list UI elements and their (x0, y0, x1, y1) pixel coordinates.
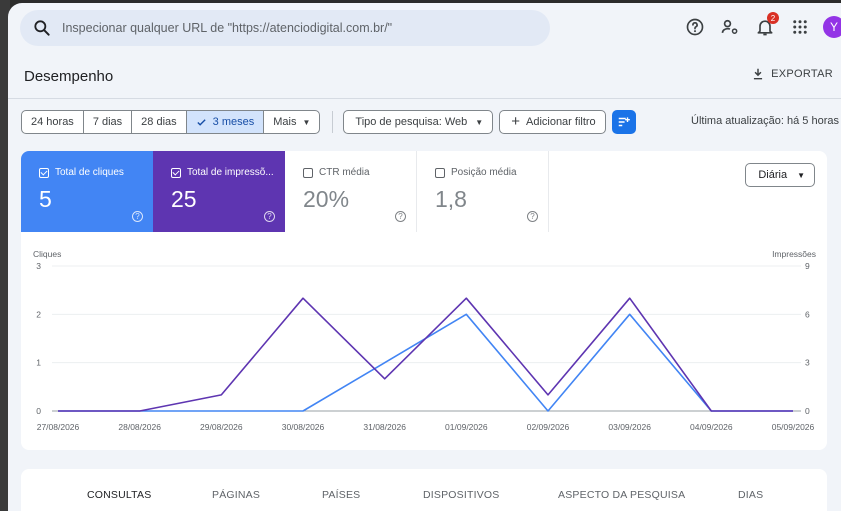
metric-total-impressions[interactable]: Total de impressõ... 25 ? (153, 151, 285, 232)
y-right-tick-label: 3 (805, 358, 810, 368)
help-icon[interactable]: ? (132, 211, 143, 222)
dropdown-arrow-icon: ▼ (302, 117, 311, 127)
help-icon[interactable]: ? (264, 211, 275, 222)
date-range-3m[interactable]: 3 meses (186, 111, 265, 133)
report-tabs: CONSULTAS PÁGINAS PAÍSES DISPOSITIVOS AS… (21, 469, 827, 511)
y-left-axis-label: Cliques (33, 249, 61, 259)
metric-average-ctr[interactable]: CTR média 20% ? (285, 151, 417, 232)
apps-grid-icon[interactable] (788, 15, 812, 39)
tab-dias[interactable]: DIAS (738, 489, 764, 501)
x-tick-label: 29/08/2026 (200, 422, 243, 432)
y-right-tick-label: 0 (805, 406, 810, 416)
x-tick-label: 01/09/2026 (445, 422, 488, 432)
export-button[interactable]: EXPORTAR (751, 67, 833, 81)
x-tick-label: 02/09/2026 (527, 422, 570, 432)
last-update-text: Última atualização: há 5 horas (691, 115, 839, 127)
notifications-icon[interactable]: 2 (753, 12, 779, 39)
metric-label: Posição média (451, 167, 517, 178)
date-range-more[interactable]: Mais ▼ (264, 111, 319, 133)
series-line-impressões (58, 297, 793, 412)
x-tick-label: 03/09/2026 (608, 422, 651, 432)
date-range-label: 7 dias (92, 116, 123, 128)
checkbox-icon[interactable] (39, 167, 49, 178)
date-range-label: 28 dias (141, 116, 177, 128)
filter-icon (618, 117, 630, 127)
checkbox-icon[interactable] (303, 167, 313, 178)
url-inspection-search[interactable]: Inspecionar qualquer URL de "https://ate… (20, 10, 550, 46)
x-tick-label: 04/09/2026 (690, 422, 733, 432)
y-left-tick-label: 1 (36, 358, 41, 368)
header-actions: 2 Y (683, 12, 841, 39)
y-right-tick-label: 9 (805, 261, 810, 271)
tab-paginas[interactable]: PÁGINAS (212, 489, 261, 501)
title-row: Desempenho EXPORTAR (8, 55, 841, 99)
date-range-7d[interactable]: 7 dias (84, 111, 133, 133)
performance-line-chart: Cliques Impressões 0 1 2 3 0 3 6 9 27/08/2026 28/08… (33, 249, 816, 432)
search-console-window: Inspecionar qualquer URL de "https://ate… (8, 3, 841, 511)
x-tick-label: 27/08/2026 (37, 422, 80, 432)
x-tick-label: 05/09/2026 (772, 422, 815, 432)
date-range-28d[interactable]: 28 dias (132, 111, 187, 133)
metric-value: 5 (39, 186, 52, 212)
tab-consultas[interactable]: CONSULTAS (87, 489, 152, 501)
add-filter-button[interactable]: + Adicionar filtro (499, 110, 606, 134)
metric-average-position[interactable]: Posição média 1,8 ? (417, 151, 549, 232)
metric-value: 20% (303, 186, 350, 212)
y-left-tick-label: 0 (36, 406, 41, 416)
x-tick-label: 30/08/2026 (282, 422, 325, 432)
manage-users-icon[interactable] (718, 15, 742, 39)
tab-dispositivos[interactable]: DISPOSITIVOS (423, 489, 500, 501)
metric-value: 25 (171, 186, 197, 212)
help-icon[interactable]: ? (527, 211, 538, 222)
dropdown-arrow-icon: ▼ (797, 170, 805, 180)
checkbox-icon[interactable] (435, 167, 445, 178)
help-icon[interactable]: ? (395, 211, 406, 222)
search-type-dropdown[interactable]: Tipo de pesquisa: Web ▼ (343, 110, 494, 134)
tab-paises[interactable]: PAÍSES (322, 489, 361, 501)
date-range-label: Mais (273, 116, 297, 128)
x-tick-label: 31/08/2026 (363, 422, 406, 432)
add-filter-label: Adicionar filtro (525, 116, 596, 128)
granularity-label: Diária (758, 169, 788, 181)
help-icon[interactable] (683, 15, 707, 39)
y-right-tick-label: 6 (805, 309, 810, 319)
performance-chart-card: Total de cliques 5 ? Total de impressõ..… (21, 151, 827, 450)
export-label: EXPORTAR (771, 68, 833, 80)
search-type-label: Tipo de pesquisa: Web (355, 116, 468, 128)
filter-bar: 24 horas 7 dias 28 dias 3 meses Mais ▼ Ti… (21, 110, 636, 134)
filter-options-button[interactable] (611, 110, 636, 134)
y-right-axis-label: Impressões (772, 249, 816, 259)
page-title: Desempenho (24, 68, 114, 85)
notification-count-badge: 2 (767, 12, 779, 24)
top-bar: Inspecionar qualquer URL de "https://ate… (8, 3, 841, 55)
search-placeholder: Inspecionar qualquer URL de "https://ate… (62, 21, 393, 35)
date-range-label: 3 meses (212, 116, 255, 128)
metric-value: 1,8 (435, 186, 467, 212)
background-window-strip (0, 0, 10, 511)
checkbox-icon[interactable] (171, 167, 181, 178)
divider (332, 111, 334, 133)
metric-label: Total de cliques (55, 167, 124, 178)
metric-total-clicks[interactable]: Total de cliques 5 ? (21, 151, 153, 232)
download-icon (754, 68, 763, 80)
y-left-tick-label: 3 (36, 261, 41, 271)
dropdown-arrow-icon: ▼ (475, 117, 484, 127)
tab-aspecto-da-pesquisa[interactable]: ASPECTO DA PESQUISA (558, 489, 686, 501)
metric-label: Total de impressõ... (187, 167, 274, 178)
avatar[interactable]: Y (823, 16, 841, 38)
granularity-dropdown[interactable]: Diária ▼ (745, 163, 815, 187)
search-icon (34, 20, 50, 36)
date-range-selector: 24 horas 7 dias 28 dias 3 meses Mais ▼ (21, 110, 321, 134)
check-icon (197, 118, 206, 126)
date-range-24h[interactable]: 24 horas (22, 111, 84, 133)
date-range-label: 24 horas (31, 116, 74, 128)
metric-label: CTR média (319, 167, 370, 178)
y-left-tick-label: 2 (36, 309, 41, 319)
plus-icon: + (511, 113, 520, 130)
x-tick-label: 28/08/2026 (118, 422, 161, 432)
